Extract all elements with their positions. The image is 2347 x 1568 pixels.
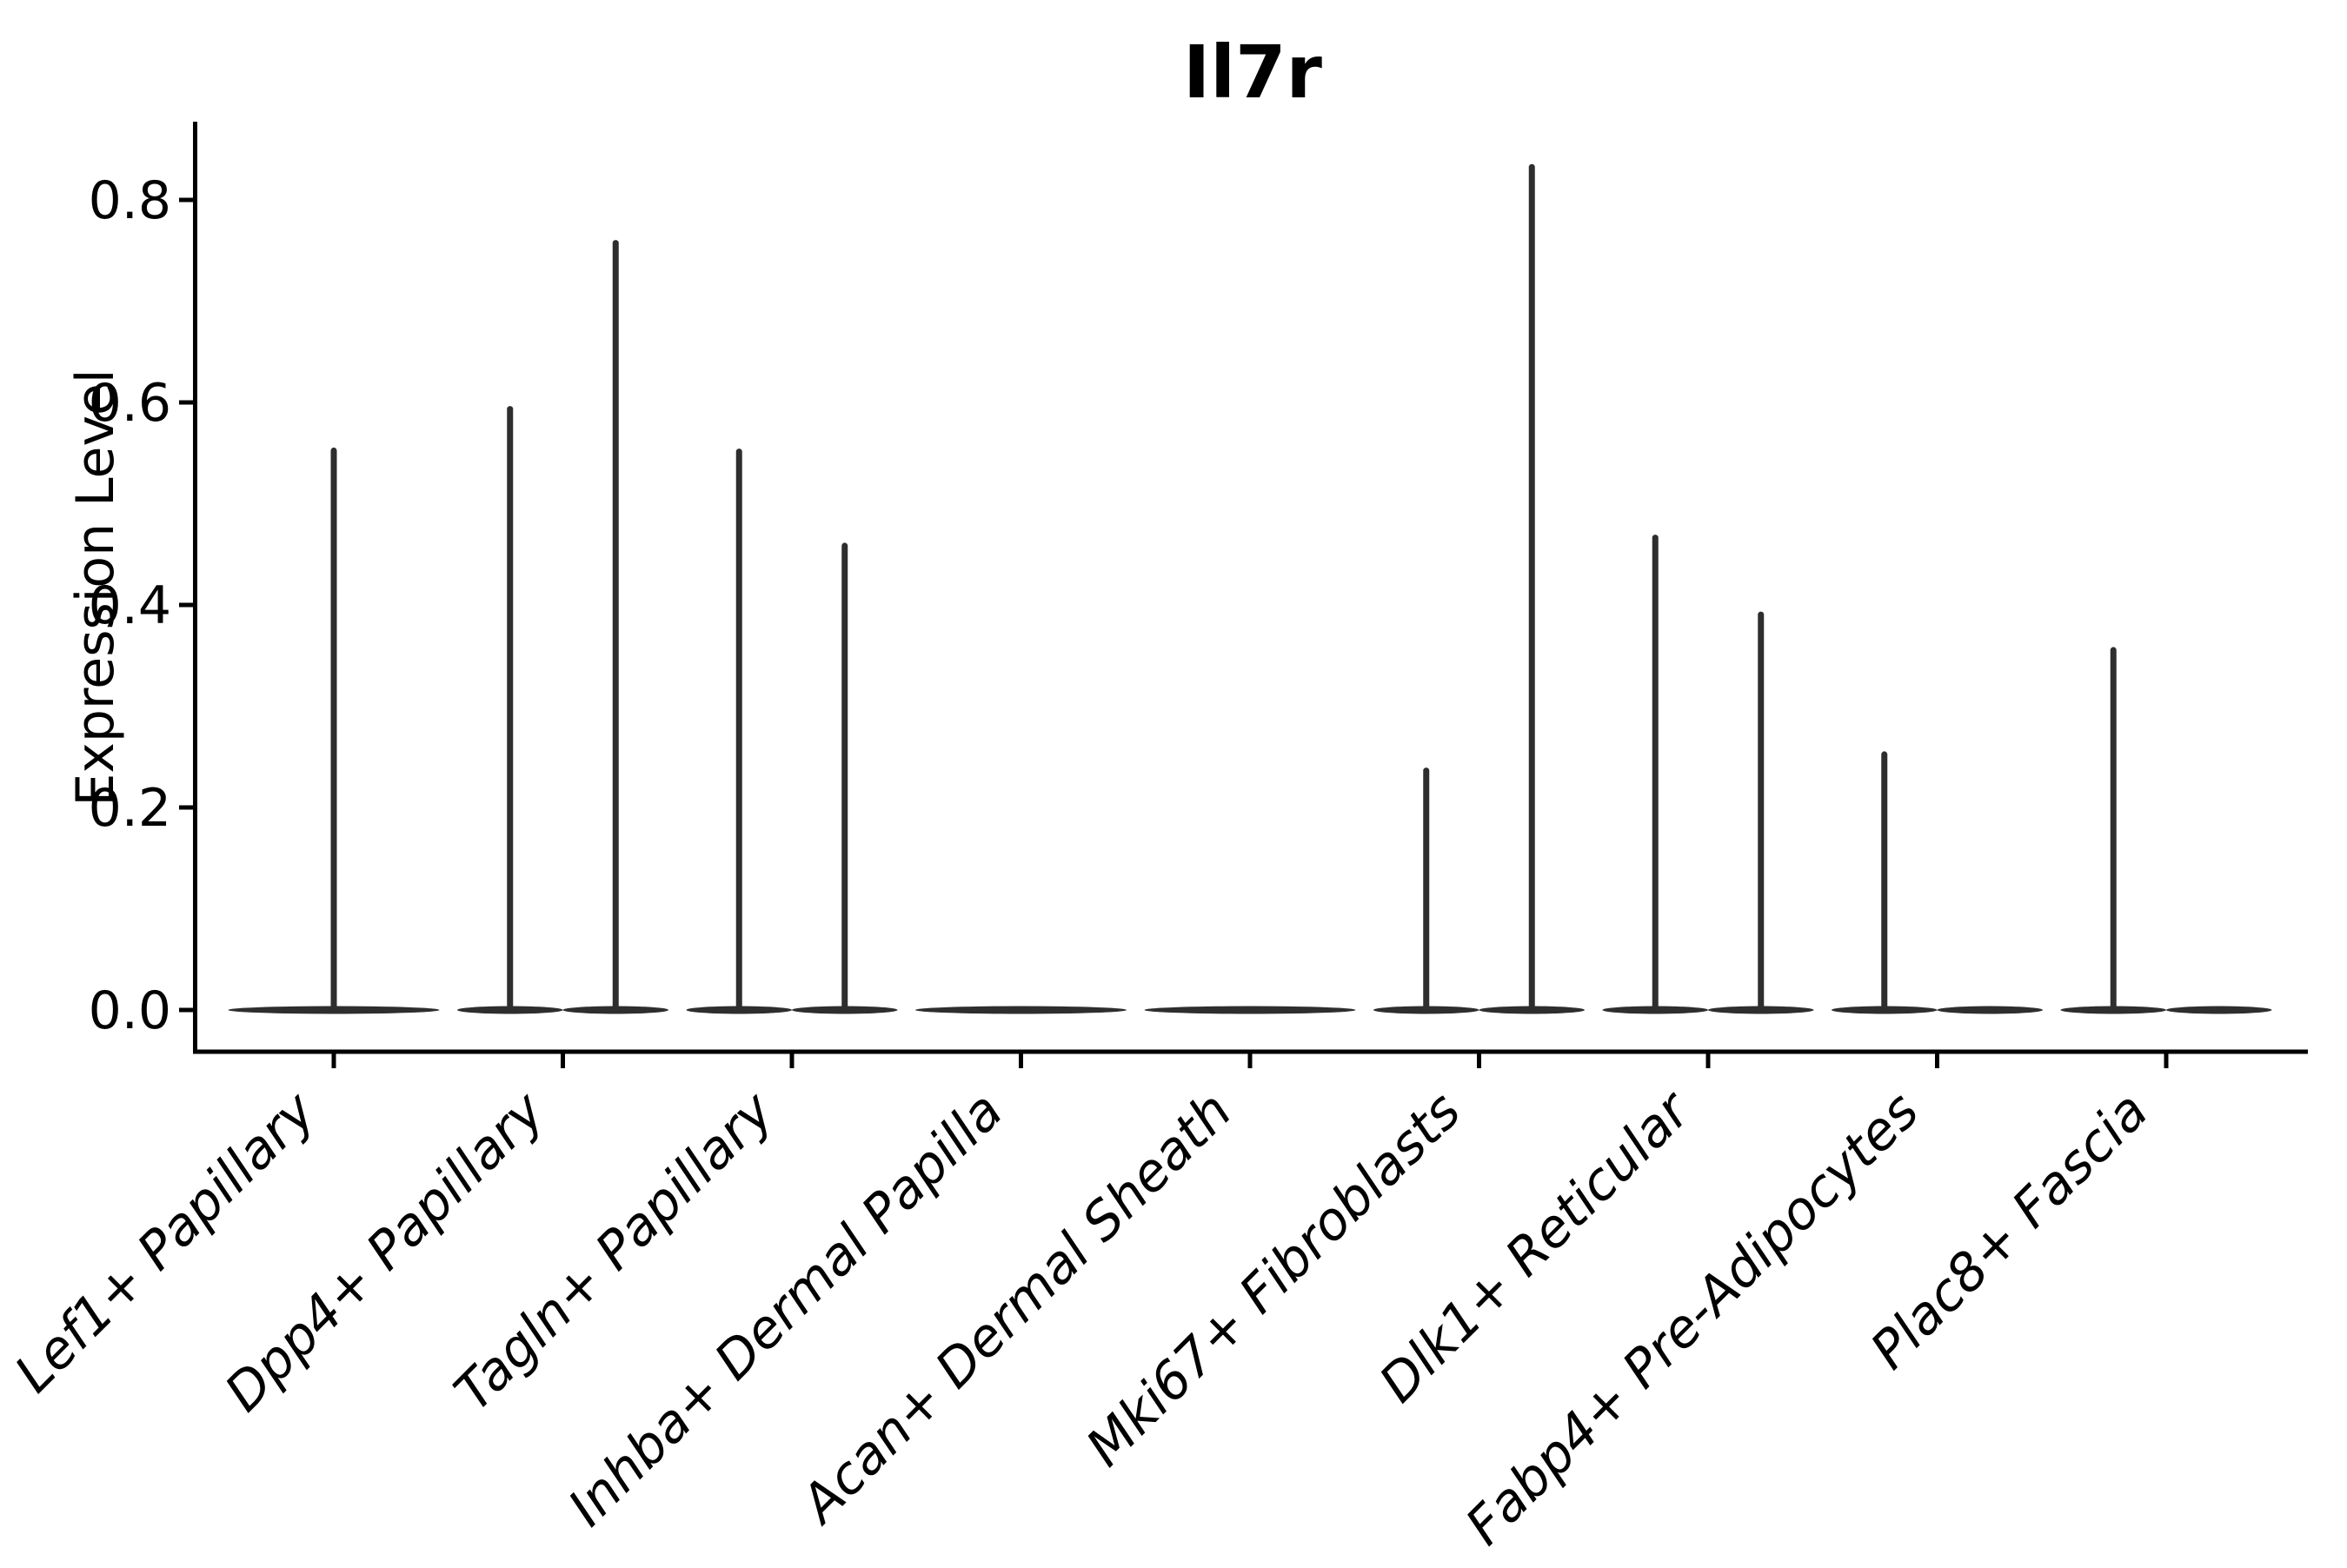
violin-group [228, 447, 440, 1014]
y-axis-ticks: 0.0 0.2 0.4 0.6 0.8 [89, 170, 196, 1041]
y-axis-label: Expression Level [65, 369, 126, 806]
violin-group [1373, 163, 1585, 1014]
plot-title: Il7r [1183, 30, 1322, 115]
violin-group [1144, 1006, 1356, 1014]
y-tick-label: 0.0 [89, 980, 171, 1041]
x-tick-label: Fabp4+ Pre-Adipocytes [1454, 1080, 1931, 1557]
violin-flat [915, 1006, 1127, 1014]
x-tick-label: Mki67+ Fibroblasts [1075, 1080, 1473, 1478]
violin-group [457, 240, 668, 1014]
violin-group [1602, 535, 1814, 1014]
violins [228, 163, 2272, 1014]
violin-group [686, 448, 898, 1014]
x-tick-label: Inhba+ Dermal Papilla [557, 1080, 1014, 1538]
violin-flat [1144, 1006, 1356, 1014]
x-tick-label: Acan+ Dermal Sheath [788, 1080, 1244, 1537]
violin-group [915, 1006, 1127, 1014]
violin-group [2060, 647, 2272, 1014]
violin-group [1832, 751, 2043, 1014]
y-tick-label: 0.2 [89, 778, 171, 839]
y-tick-label: 0.4 [89, 575, 171, 636]
violin-flat [1937, 1006, 2043, 1014]
y-tick-label: 0.8 [89, 170, 171, 231]
y-tick-label: 0.6 [89, 373, 171, 434]
violin-flat [2166, 1006, 2272, 1014]
